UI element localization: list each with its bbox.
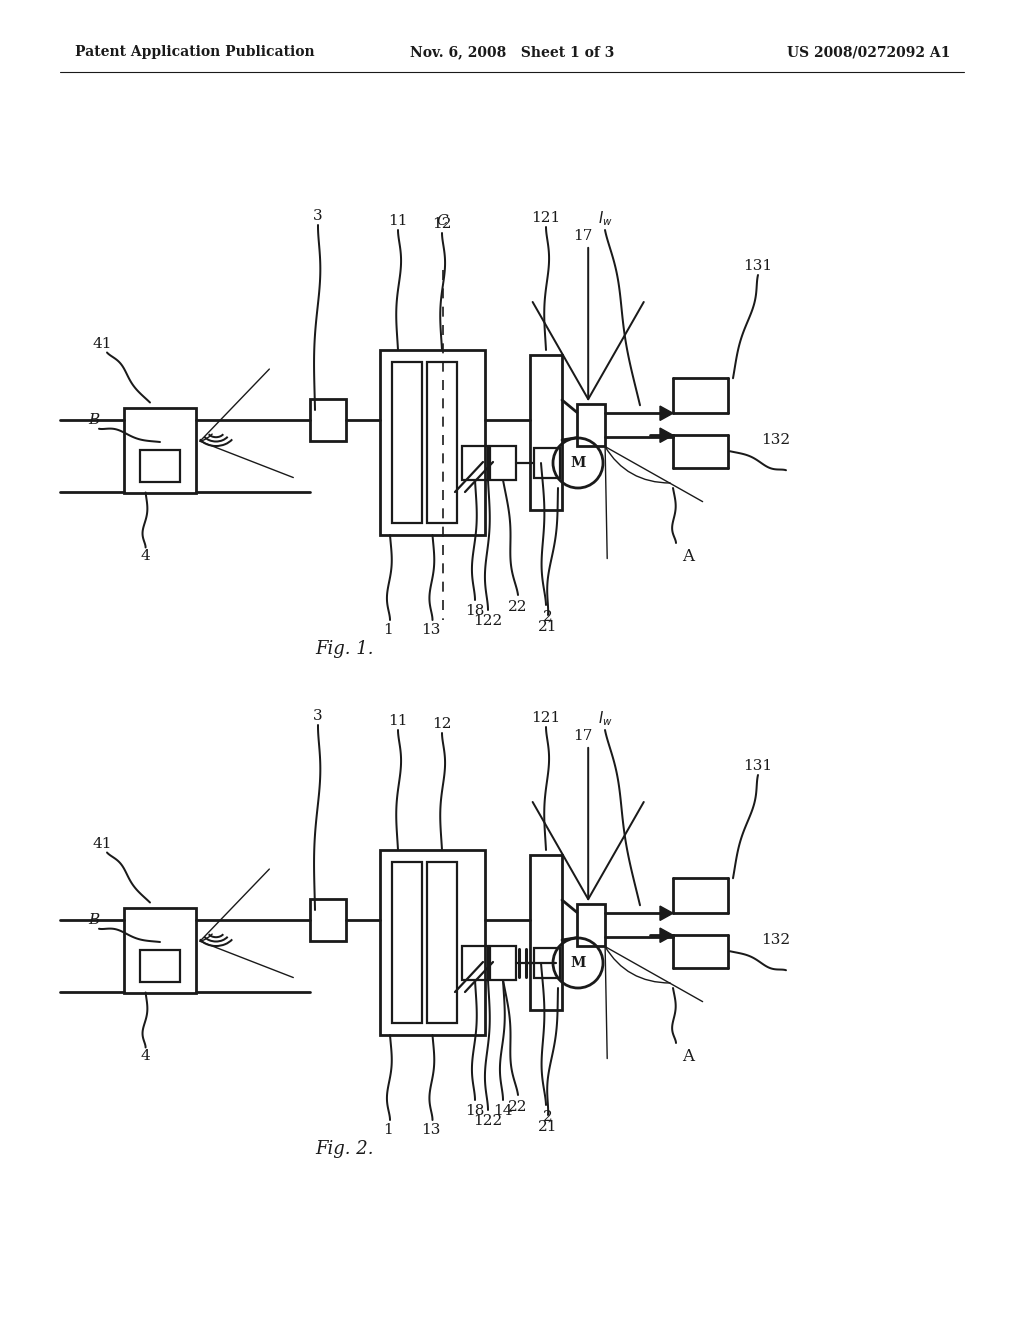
Text: $I_w$: $I_w$ xyxy=(598,210,612,228)
Bar xyxy=(380,350,485,535)
Text: 2: 2 xyxy=(543,1110,553,1125)
Bar xyxy=(530,855,562,1010)
Text: 11: 11 xyxy=(388,214,408,228)
Bar xyxy=(534,447,560,478)
Polygon shape xyxy=(660,407,673,420)
Text: $I_w$: $I_w$ xyxy=(598,709,612,729)
Text: 4: 4 xyxy=(140,549,151,564)
Text: 121: 121 xyxy=(531,711,560,725)
Bar xyxy=(577,404,605,446)
Text: 41: 41 xyxy=(92,837,112,850)
Bar xyxy=(140,950,180,982)
Text: Patent Application Publication: Patent Application Publication xyxy=(75,45,314,59)
Text: Fig. 1.: Fig. 1. xyxy=(315,640,374,657)
Text: 132: 132 xyxy=(762,433,791,447)
Text: 4: 4 xyxy=(140,1049,151,1064)
Text: 22: 22 xyxy=(508,1100,527,1114)
Bar xyxy=(140,450,180,482)
Text: 1: 1 xyxy=(383,623,393,638)
Bar xyxy=(462,946,488,979)
Text: 21: 21 xyxy=(539,1119,558,1134)
Bar xyxy=(392,862,422,1023)
Text: 13: 13 xyxy=(421,623,440,638)
Bar xyxy=(310,399,346,441)
Text: 12: 12 xyxy=(432,717,452,731)
Bar xyxy=(577,904,605,946)
Text: 17: 17 xyxy=(573,729,593,743)
Bar xyxy=(462,446,488,480)
Bar xyxy=(310,899,346,941)
Bar xyxy=(124,908,196,993)
Text: 131: 131 xyxy=(743,759,772,774)
Text: US 2008/0272092 A1: US 2008/0272092 A1 xyxy=(786,45,950,59)
Text: B: B xyxy=(88,912,99,927)
Text: 1: 1 xyxy=(383,1123,393,1137)
Polygon shape xyxy=(660,928,673,942)
Bar xyxy=(534,948,560,978)
Text: Fig. 2.: Fig. 2. xyxy=(315,1140,374,1158)
Text: 131: 131 xyxy=(743,259,772,273)
Text: 11: 11 xyxy=(388,714,408,729)
Bar xyxy=(427,862,457,1023)
Text: 3: 3 xyxy=(313,709,323,723)
Text: 2: 2 xyxy=(543,610,553,624)
Text: 18: 18 xyxy=(465,605,484,618)
Bar xyxy=(380,850,485,1035)
Text: M: M xyxy=(570,455,586,470)
Bar xyxy=(530,355,562,510)
Bar xyxy=(124,408,196,492)
Text: A: A xyxy=(682,1048,694,1065)
Text: 14: 14 xyxy=(494,1104,513,1118)
Text: B: B xyxy=(88,413,99,426)
Bar xyxy=(490,946,516,979)
Text: 13: 13 xyxy=(421,1123,440,1137)
Text: 18: 18 xyxy=(465,1104,484,1118)
Bar xyxy=(490,446,516,480)
Text: 17: 17 xyxy=(573,228,593,243)
Text: 22: 22 xyxy=(508,601,527,614)
Polygon shape xyxy=(660,906,673,920)
Text: 21: 21 xyxy=(539,620,558,634)
Polygon shape xyxy=(660,428,673,442)
Bar xyxy=(392,362,422,523)
Text: 122: 122 xyxy=(473,614,503,628)
Text: 121: 121 xyxy=(531,211,560,224)
Text: 122: 122 xyxy=(473,1114,503,1129)
Text: 12: 12 xyxy=(432,216,452,231)
Text: 41: 41 xyxy=(92,337,112,351)
Text: 3: 3 xyxy=(313,209,323,223)
Text: Nov. 6, 2008   Sheet 1 of 3: Nov. 6, 2008 Sheet 1 of 3 xyxy=(410,45,614,59)
Text: A: A xyxy=(682,548,694,565)
Text: C: C xyxy=(436,214,449,228)
Bar xyxy=(427,362,457,523)
Text: M: M xyxy=(570,956,586,970)
Text: 132: 132 xyxy=(762,933,791,948)
